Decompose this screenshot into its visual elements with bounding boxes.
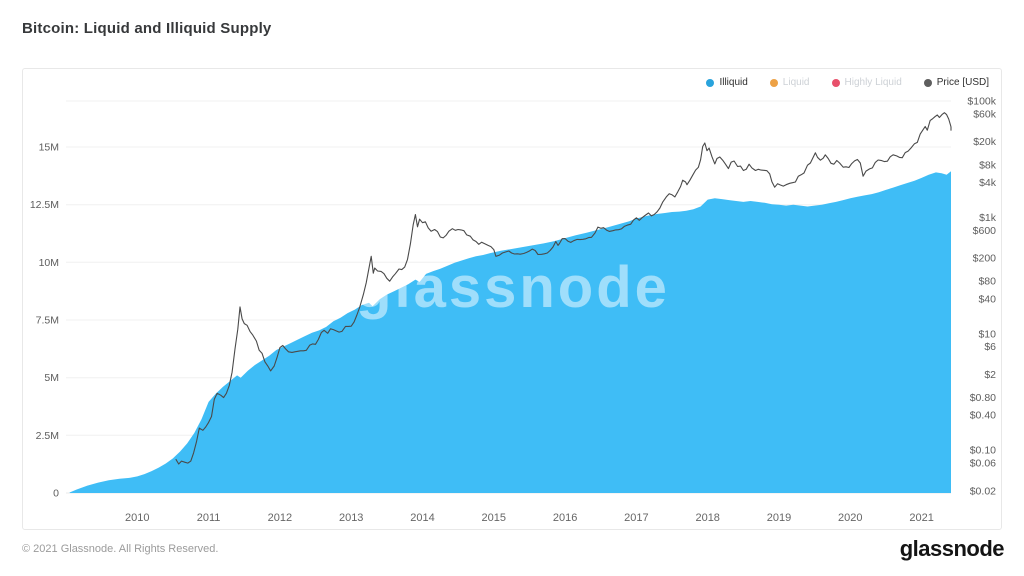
x-axis-tick: 2011 bbox=[197, 512, 221, 524]
footer: © 2021 Glassnode. All Rights Reserved. g… bbox=[22, 536, 1005, 562]
left-axis-tick: 15M bbox=[39, 142, 59, 154]
x-axis-tick: 2012 bbox=[268, 512, 292, 524]
right-axis-tick: $1k bbox=[979, 212, 997, 224]
left-axis-tick: 12.5M bbox=[30, 199, 59, 211]
x-axis-tick: 2018 bbox=[695, 512, 719, 524]
right-axis-tick: $10 bbox=[978, 328, 996, 340]
x-axis-tick: 2015 bbox=[482, 512, 506, 524]
right-axis-tick: $600 bbox=[973, 225, 997, 237]
chart-card: Illiquid Liquid Highly Liquid Price [USD] g… bbox=[22, 68, 1002, 530]
right-axis-tick: $100k bbox=[967, 96, 996, 108]
right-axis-tick: $0.10 bbox=[970, 445, 996, 457]
right-axis-tick: $0.40 bbox=[970, 410, 996, 422]
legend-item-price-usd[interactable]: Price [USD] bbox=[923, 77, 989, 88]
legend-label: Liquid bbox=[782, 77, 810, 88]
x-axis-tick: 2010 bbox=[125, 512, 149, 524]
x-axis-tick: 2019 bbox=[767, 512, 791, 524]
right-axis-tick: $0.80 bbox=[970, 392, 996, 404]
legend-dot-liquid bbox=[769, 78, 778, 87]
price-line-series bbox=[175, 112, 952, 465]
legend-dot-price-usd bbox=[923, 78, 932, 87]
x-axis-tick: 2017 bbox=[624, 512, 648, 524]
left-axis-tick: 7.5M bbox=[36, 315, 59, 327]
legend-item-illiquid[interactable]: Illiquid bbox=[706, 77, 748, 88]
right-axis-tick: $20k bbox=[973, 136, 997, 148]
legend-label: Illiquid bbox=[719, 77, 748, 88]
glassnode-logo: glassnode bbox=[899, 536, 1005, 561]
legend-label: Highly Liquid bbox=[844, 77, 902, 88]
right-axis-tick: $0.02 bbox=[970, 485, 996, 497]
page-title: Bitcoin: Liquid and Illiquid Supply bbox=[22, 20, 272, 37]
x-axis-tick: 2014 bbox=[410, 512, 434, 524]
left-axis-tick: 10M bbox=[39, 257, 59, 269]
legend-dot-highly-liquid bbox=[831, 78, 840, 87]
left-axis-tick: 2.5M bbox=[36, 430, 59, 442]
right-axis-tick: $8k bbox=[979, 159, 997, 171]
right-axis-tick: $2 bbox=[984, 369, 996, 381]
legend-item-liquid[interactable]: Liquid bbox=[769, 77, 810, 88]
right-axis-tick: $0.06 bbox=[970, 458, 996, 470]
glassnode-watermark: glassnode bbox=[356, 255, 670, 320]
copyright-text: © 2021 Glassnode. All Rights Reserved. bbox=[22, 543, 219, 555]
right-axis-tick: $6 bbox=[984, 341, 996, 353]
x-axis-tick: 2020 bbox=[838, 512, 862, 524]
chart-legend: Illiquid Liquid Highly Liquid Price [USD] bbox=[706, 77, 989, 88]
legend-item-highly-liquid[interactable]: Highly Liquid bbox=[831, 77, 902, 88]
right-axis-tick: $200 bbox=[973, 253, 997, 265]
legend-label: Price [USD] bbox=[936, 77, 989, 88]
x-axis-tick: 2013 bbox=[339, 512, 363, 524]
chart-canvas[interactable]: glassnode 0 2.5M 5M 7.5M 10M 12.5M 15M $100k$60k… bbox=[23, 69, 1003, 529]
right-axis-tick: $40 bbox=[978, 293, 996, 305]
illiquid-area-series bbox=[69, 167, 952, 494]
right-axis-tick: $80 bbox=[978, 276, 996, 288]
x-axis-tick: 2016 bbox=[553, 512, 577, 524]
left-axis-tick: 0 bbox=[53, 488, 59, 500]
right-axis-tick: $60k bbox=[973, 108, 997, 120]
x-axis-tick: 2021 bbox=[909, 512, 933, 524]
legend-dot-illiquid bbox=[706, 78, 715, 87]
right-axis-tick: $4k bbox=[979, 177, 997, 189]
left-axis-tick: 5M bbox=[44, 372, 59, 384]
